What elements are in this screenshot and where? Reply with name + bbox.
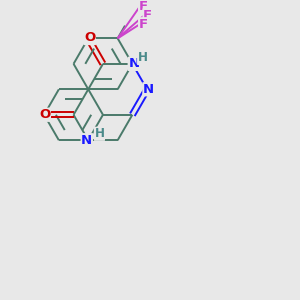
Text: N: N [143,83,154,96]
Text: F: F [139,18,148,31]
Text: O: O [84,32,95,44]
Text: H: H [94,127,104,140]
Text: N: N [128,57,140,70]
Text: H: H [138,52,148,64]
Text: F: F [139,0,148,13]
Text: F: F [143,9,152,22]
Text: N: N [81,134,92,147]
Text: O: O [39,108,50,121]
